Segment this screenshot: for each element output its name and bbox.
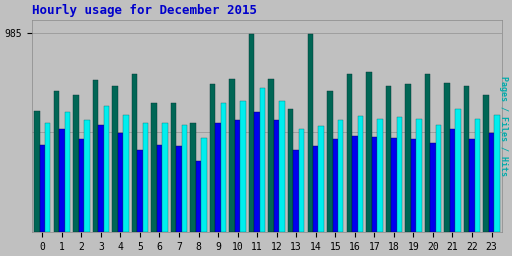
Bar — [366, 72, 372, 232]
Bar — [386, 87, 391, 232]
Bar — [78, 139, 84, 232]
Bar — [274, 120, 280, 232]
Bar — [489, 133, 494, 232]
Bar — [475, 119, 480, 232]
Bar — [464, 87, 470, 232]
Bar — [327, 91, 332, 232]
Bar — [260, 89, 265, 232]
Bar — [483, 94, 489, 232]
Bar — [357, 116, 363, 232]
Bar — [494, 115, 500, 232]
Bar — [176, 146, 182, 232]
Bar — [436, 125, 441, 232]
Bar — [143, 123, 148, 232]
Bar — [196, 161, 201, 232]
Bar — [444, 83, 450, 232]
Bar — [190, 123, 196, 232]
Bar — [338, 120, 344, 232]
Bar — [216, 123, 221, 232]
Bar — [39, 145, 45, 232]
Bar — [157, 145, 162, 232]
Bar — [240, 101, 246, 232]
Bar — [377, 119, 382, 232]
Bar — [416, 119, 421, 232]
Bar — [308, 34, 313, 232]
Bar — [34, 111, 39, 232]
Text: Hourly usage for December 2015: Hourly usage for December 2015 — [32, 4, 257, 17]
Bar — [455, 109, 461, 232]
Bar — [93, 80, 98, 232]
Bar — [372, 137, 377, 232]
Bar — [132, 74, 137, 232]
Bar — [54, 91, 59, 232]
Bar — [103, 106, 109, 232]
Bar — [397, 118, 402, 232]
Bar — [171, 103, 176, 232]
Bar — [254, 112, 260, 232]
Bar — [98, 125, 103, 232]
Bar — [123, 115, 129, 232]
Bar — [65, 112, 70, 232]
Bar — [118, 133, 123, 232]
Bar — [299, 129, 305, 232]
Bar — [229, 79, 235, 232]
Bar — [425, 74, 430, 232]
Bar — [430, 143, 436, 232]
Bar — [249, 34, 254, 232]
Bar — [210, 84, 216, 232]
Bar — [268, 79, 274, 232]
Bar — [201, 138, 207, 232]
Bar — [313, 146, 318, 232]
Bar — [391, 138, 397, 232]
Bar — [112, 87, 118, 232]
Bar — [45, 123, 51, 232]
Bar — [411, 139, 416, 232]
Bar — [347, 74, 352, 232]
Bar — [352, 136, 357, 232]
Bar — [137, 150, 143, 232]
Bar — [293, 150, 299, 232]
Bar — [59, 129, 65, 232]
Bar — [162, 123, 167, 232]
Bar — [221, 103, 226, 232]
Bar — [405, 84, 411, 232]
Bar — [470, 139, 475, 232]
Bar — [84, 120, 90, 232]
Bar — [151, 103, 157, 232]
Bar — [73, 94, 78, 232]
Bar — [182, 125, 187, 232]
Bar — [235, 120, 240, 232]
Bar — [332, 139, 338, 232]
Bar — [318, 126, 324, 232]
Bar — [450, 129, 455, 232]
Y-axis label: Pages / Files / Hits: Pages / Files / Hits — [499, 76, 508, 176]
Bar — [288, 109, 293, 232]
Bar — [280, 101, 285, 232]
